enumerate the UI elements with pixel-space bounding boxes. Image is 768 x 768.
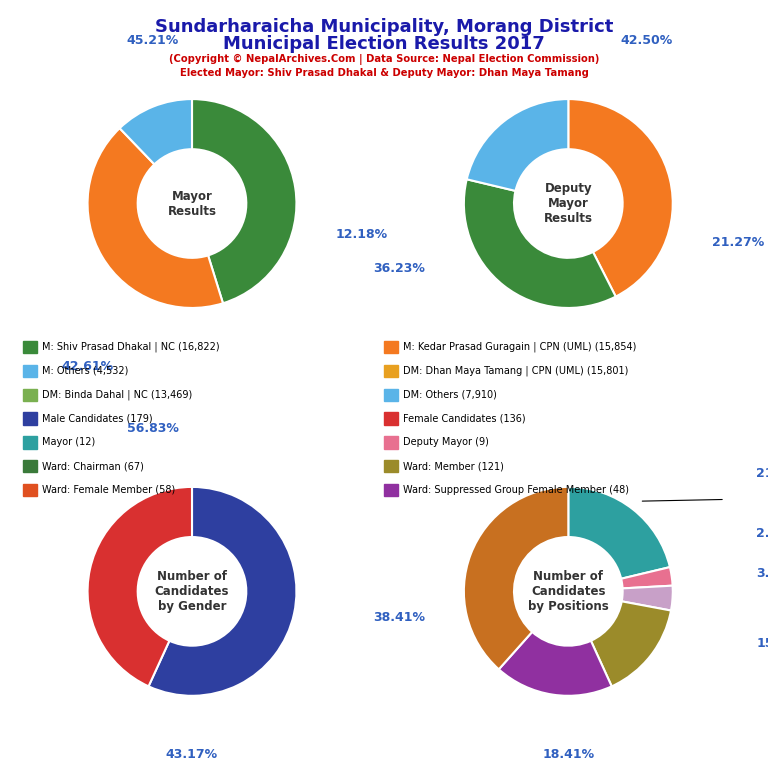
Text: 36.23%: 36.23%	[372, 263, 425, 275]
Text: Ward: Female Member (58): Ward: Female Member (58)	[42, 485, 176, 495]
Wedge shape	[568, 487, 670, 579]
Wedge shape	[192, 99, 296, 303]
Text: Deputy
Mayor
Results: Deputy Mayor Results	[544, 182, 593, 225]
Text: 42.61%: 42.61%	[61, 360, 114, 373]
Text: 42.50%: 42.50%	[621, 34, 673, 47]
Wedge shape	[568, 99, 673, 296]
Text: DM: Binda Dahal | NC (13,469): DM: Binda Dahal | NC (13,469)	[42, 389, 193, 400]
Text: DM: Others (7,910): DM: Others (7,910)	[403, 389, 497, 400]
Text: Female Candidates (136): Female Candidates (136)	[403, 413, 526, 424]
Wedge shape	[88, 487, 192, 687]
Text: M: Kedar Prasad Guragain | CPN (UML) (15,854): M: Kedar Prasad Guragain | CPN (UML) (15…	[403, 342, 637, 353]
Text: Number of
Candidates
by Positions: Number of Candidates by Positions	[528, 570, 609, 613]
Wedge shape	[464, 487, 568, 670]
Text: 43.17%: 43.17%	[166, 748, 218, 761]
Text: DM: Dhan Maya Tamang | CPN (UML) (15,801): DM: Dhan Maya Tamang | CPN (UML) (15,801…	[403, 366, 628, 376]
Text: Elected Mayor: Shiv Prasad Dhakal & Deputy Mayor: Dhan Maya Tamang: Elected Mayor: Shiv Prasad Dhakal & Depu…	[180, 68, 588, 78]
Text: Sundarharaicha Municipality, Morang District: Sundarharaicha Municipality, Morang Dist…	[155, 18, 613, 35]
Wedge shape	[622, 586, 673, 611]
Text: M: Shiv Prasad Dhakal | NC (16,822): M: Shiv Prasad Dhakal | NC (16,822)	[42, 342, 220, 353]
Text: Male Candidates (179): Male Candidates (179)	[42, 413, 153, 424]
Text: Number of
Candidates
by Gender: Number of Candidates by Gender	[154, 570, 230, 613]
Wedge shape	[498, 632, 612, 696]
Wedge shape	[621, 567, 673, 588]
Wedge shape	[464, 179, 616, 308]
Text: Ward: Member (121): Ward: Member (121)	[403, 461, 504, 472]
Text: Ward: Suppressed Group Female Member (48): Ward: Suppressed Group Female Member (48…	[403, 485, 629, 495]
Text: 21.27%: 21.27%	[712, 237, 764, 249]
Wedge shape	[467, 99, 568, 191]
Text: Municipal Election Results 2017: Municipal Election Results 2017	[223, 35, 545, 52]
Text: Deputy Mayor (9): Deputy Mayor (9)	[403, 437, 489, 448]
Text: Mayor (12): Mayor (12)	[42, 437, 95, 448]
Text: M: Others (4,532): M: Others (4,532)	[42, 366, 128, 376]
Wedge shape	[591, 601, 671, 687]
Text: 2.86%: 2.86%	[756, 528, 768, 541]
Text: (Copyright © NepalArchives.Com | Data Source: Nepal Election Commission): (Copyright © NepalArchives.Com | Data So…	[169, 54, 599, 65]
Wedge shape	[88, 128, 223, 308]
Text: 56.83%: 56.83%	[127, 422, 179, 435]
Wedge shape	[120, 99, 192, 164]
Text: 15.24%: 15.24%	[756, 637, 768, 650]
Text: 18.41%: 18.41%	[542, 748, 594, 761]
Text: Mayor
Results: Mayor Results	[167, 190, 217, 217]
Text: 12.18%: 12.18%	[336, 228, 388, 241]
Text: 45.21%: 45.21%	[127, 34, 179, 47]
Text: Ward: Chairman (67): Ward: Chairman (67)	[42, 461, 144, 472]
Text: 3.81%: 3.81%	[756, 567, 768, 580]
Wedge shape	[148, 487, 296, 696]
Text: 38.41%: 38.41%	[372, 611, 425, 624]
Text: 21.27%: 21.27%	[756, 468, 768, 480]
